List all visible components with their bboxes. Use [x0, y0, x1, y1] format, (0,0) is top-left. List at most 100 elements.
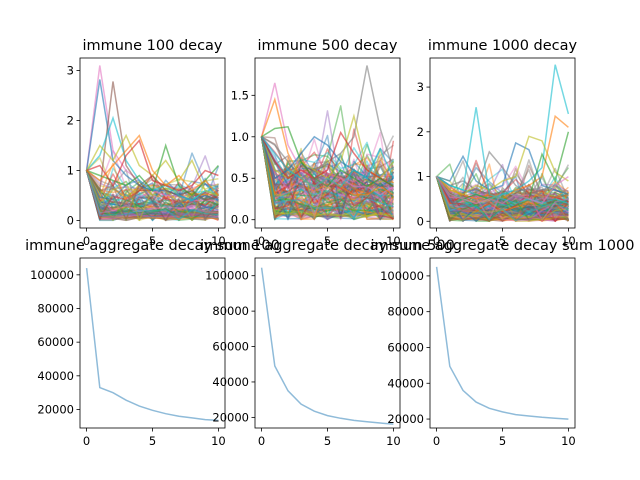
series-line: [435, 176, 569, 217]
series-line: [435, 176, 569, 222]
series-line: [260, 136, 394, 197]
series-line: [260, 136, 394, 217]
x-tick-label: 10: [211, 434, 226, 448]
series-line: [260, 136, 394, 220]
series-line: [435, 176, 569, 221]
series-line: [85, 170, 219, 221]
series-line: [260, 136, 394, 204]
series-line: [260, 136, 394, 220]
series-line: [85, 170, 219, 220]
axes-frame: [429, 257, 576, 429]
series-line: [85, 170, 219, 221]
series-line: [435, 176, 569, 203]
series-line: [436, 165, 569, 220]
series-line: [435, 159, 570, 223]
series-line: [85, 170, 219, 216]
series-line-highlight: [261, 136, 395, 188]
series-line: [435, 176, 569, 207]
series-line: [85, 170, 219, 218]
series-line: [260, 105, 395, 219]
y-tick-label: 80000: [37, 301, 74, 315]
series-line: [435, 176, 569, 222]
series-line: [85, 170, 219, 221]
series-line: [435, 176, 570, 221]
y-tick-label: 2: [417, 125, 424, 139]
series-line: [435, 168, 569, 208]
x-tick-label: 0: [83, 434, 90, 448]
series-line: [85, 170, 219, 219]
series-line: [260, 136, 395, 221]
series-line: [260, 136, 394, 194]
y-tick-label: 40000: [387, 376, 424, 390]
series-line: [85, 170, 219, 221]
series-line: [435, 176, 569, 222]
series-line: [435, 176, 569, 221]
x-tick-label: 10: [211, 234, 226, 248]
series-line: [436, 163, 569, 222]
series-line: [435, 176, 569, 222]
series-line-highlight: [436, 150, 569, 196]
series-line: [260, 136, 394, 221]
series-line: [435, 176, 570, 222]
y-tick-label: 40000: [37, 369, 74, 383]
series-line: [435, 176, 569, 222]
series-line: [85, 170, 220, 221]
series-line: [85, 170, 219, 208]
series-line: [435, 176, 569, 215]
series-line: [435, 176, 569, 222]
series-line: [260, 136, 395, 220]
series-line: [85, 170, 219, 220]
series-line: [85, 170, 219, 221]
series-line: [85, 170, 219, 221]
series-line: [435, 176, 569, 219]
series-line: [435, 176, 569, 221]
series-line: [435, 176, 569, 215]
series-line: [435, 176, 569, 219]
series-line: [260, 136, 394, 219]
series-line: [260, 136, 394, 219]
series-line: [260, 136, 394, 220]
y-tick-label: 0.0: [231, 213, 249, 227]
series-line: [435, 176, 569, 222]
series-line: [435, 176, 569, 222]
series-line: [85, 170, 219, 220]
series-line: [260, 136, 394, 220]
series-line: [260, 136, 394, 201]
series-line: [435, 164, 569, 222]
series-line: [85, 170, 219, 221]
plot-area: [260, 267, 394, 425]
series-line: [435, 176, 569, 222]
series-line: [435, 176, 569, 222]
series-line: [85, 170, 219, 222]
series-line: [260, 136, 394, 213]
plot-area: [85, 65, 220, 222]
series-line: [260, 136, 394, 219]
series-line: [260, 136, 394, 203]
series-line: [260, 136, 394, 203]
series-line: [260, 136, 394, 221]
x-tick-label: 5: [499, 234, 506, 248]
y-tick-label: 3: [417, 80, 424, 94]
series-line: [85, 170, 219, 220]
subplot-3: 0 5 10 0 1 2 3 immune 1000 decay: [417, 38, 578, 248]
y-tick-label: 1: [67, 164, 74, 178]
series-line: [85, 170, 219, 220]
series-line: [435, 176, 569, 222]
series-line: [435, 176, 569, 215]
series-line: [435, 176, 569, 222]
x-tick-label: 10: [386, 234, 401, 248]
x-tick-label: 0: [258, 434, 265, 448]
series-line: [85, 170, 219, 220]
x-tick-label: 5: [149, 434, 156, 448]
series-line: [435, 176, 569, 221]
series-line: [85, 170, 220, 221]
y-tick-label: 60000: [387, 340, 424, 354]
series-line: [85, 170, 220, 221]
series-line: [260, 136, 394, 220]
series-line: [85, 170, 219, 221]
series-line: [85, 170, 219, 221]
series-line: [435, 176, 569, 222]
series-line: [435, 176, 569, 214]
series-line: [260, 136, 394, 218]
subplot-6: 0 5 10 20000 40000 60000 80000 100000 immune agg…: [371, 238, 635, 448]
